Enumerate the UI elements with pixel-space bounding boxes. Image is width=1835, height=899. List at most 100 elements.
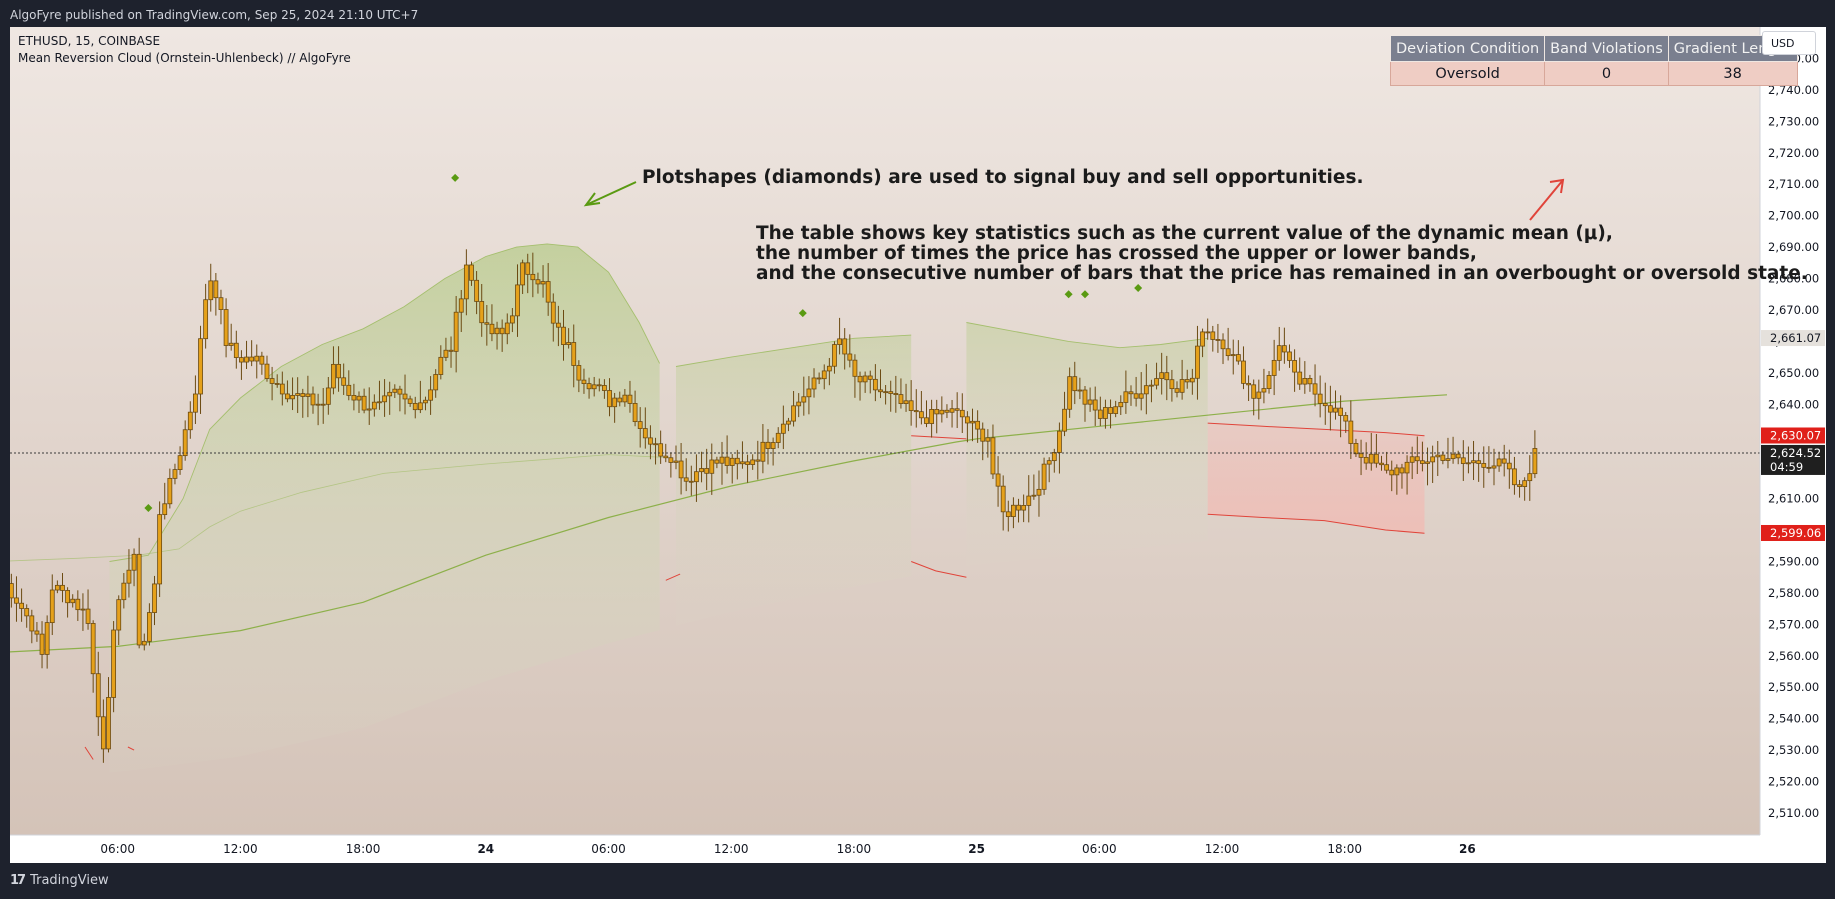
candle-body — [106, 697, 111, 750]
candle-body — [1271, 359, 1277, 376]
candle-body — [637, 421, 643, 429]
candle-body — [361, 395, 367, 411]
header-deviation-condition: Deviation Condition — [1389, 35, 1546, 62]
time-axis[interactable]: 06:00 12:00 18:00 24 06:00 12:00 18:00 25 06:00 1… — [10, 834, 1826, 863]
time-tick-label: 25 — [968, 842, 985, 856]
candle-body — [1149, 384, 1154, 387]
candle-body — [24, 608, 30, 617]
price-chart[interactable]: 2,510.00 2,520.00 2,530.00 2,540.00 2,550.00… — [10, 27, 1826, 863]
symbol-title[interactable]: ETHUSD, 15, COINBASE — [18, 34, 161, 48]
candle-body — [985, 437, 991, 442]
candle-body — [627, 394, 633, 404]
candle-body — [279, 383, 285, 395]
red_lower-line — [1207, 513, 1425, 534]
candle-body — [1348, 420, 1354, 444]
candle-body — [1435, 454, 1441, 458]
time-tick-label: 26 — [1459, 842, 1476, 856]
candle-body — [1087, 399, 1093, 405]
candle-body — [1466, 462, 1471, 465]
candle-body — [990, 437, 996, 475]
candle-body — [770, 442, 776, 449]
candle-body — [336, 363, 341, 379]
band-lines — [10, 243, 1448, 760]
candle-body — [1338, 407, 1344, 416]
candle-body — [1021, 505, 1027, 511]
candle-body — [694, 471, 699, 483]
candle-body — [269, 378, 275, 384]
candle-body — [970, 420, 975, 424]
candle-body — [90, 623, 96, 675]
candle-body — [1241, 360, 1246, 384]
candle-body — [734, 457, 740, 465]
candle-body — [1195, 345, 1200, 379]
price-tick-label: 2,610.00 — [1768, 492, 1819, 506]
candle-body — [377, 401, 382, 404]
candle-body — [1292, 360, 1297, 373]
candle-body — [131, 553, 137, 571]
price-tick-label: 2,720.00 — [1768, 146, 1819, 160]
candle-body — [617, 397, 623, 403]
upper-line — [966, 322, 1208, 349]
candle-body — [1005, 511, 1011, 518]
candle-body — [1062, 408, 1067, 432]
candle-body — [1041, 463, 1047, 490]
candle-body — [111, 629, 117, 698]
candle-body — [136, 553, 142, 646]
candle-body — [1179, 379, 1185, 393]
candle-body — [796, 401, 802, 407]
upper-band-label: 2,661.07 — [1770, 331, 1821, 345]
tradingview-logo-icon[interactable]: 17 — [10, 873, 26, 888]
upper-line — [675, 334, 912, 367]
brand-name[interactable]: TradingView — [30, 873, 109, 888]
value-gradient-length: 38 — [1667, 61, 1798, 86]
candle-body — [724, 456, 730, 466]
candle-body — [264, 363, 270, 379]
candle-body — [1092, 399, 1098, 411]
candle-body — [423, 399, 428, 404]
candle-body — [964, 416, 970, 424]
upper-band-label-box — [1761, 330, 1825, 347]
signal-diamond-icon — [798, 309, 807, 318]
candle-body — [801, 396, 807, 403]
price-tick-label: 2,730.00 — [1768, 114, 1819, 128]
candle-body — [602, 385, 607, 391]
candle-body — [484, 322, 490, 325]
candle-body — [371, 401, 377, 410]
candle-body — [1266, 375, 1272, 389]
candle-body — [837, 338, 842, 345]
price-tick-label: 2,650.00 — [1768, 366, 1819, 380]
chart-frame[interactable]: 2,510.00 2,520.00 2,530.00 2,540.00 2,550.00… — [10, 27, 1826, 863]
candle-body — [821, 370, 827, 380]
candle-body — [980, 428, 986, 442]
candle-body — [1225, 348, 1231, 357]
candle-body — [504, 322, 510, 335]
candle-body — [1460, 457, 1466, 464]
candle-body — [233, 342, 239, 358]
candle-body — [811, 377, 817, 390]
candle-body — [295, 393, 301, 396]
currency-button[interactable]: USD — [1762, 31, 1816, 55]
candle-body — [397, 388, 403, 395]
candle-body — [1302, 378, 1308, 385]
candle-body — [586, 383, 592, 390]
candle-body — [1230, 354, 1236, 357]
time-tick-label: 18:00 — [346, 842, 381, 856]
candle-body — [208, 280, 214, 301]
candle-body — [903, 400, 909, 404]
candle-body — [1384, 464, 1390, 471]
candle-body — [1154, 378, 1159, 386]
candle-body — [157, 514, 163, 585]
candle-body — [407, 398, 413, 404]
price-tick-label: 2,580.00 — [1768, 586, 1819, 600]
price-tick-label: 2,710.00 — [1768, 177, 1819, 191]
annotation-arrow-green — [585, 181, 637, 206]
candle-body — [228, 342, 234, 346]
indicator-title[interactable]: Mean Reversion Cloud (Ornstein-Uhlenbeck… — [18, 51, 351, 65]
price-tick-label: 2,550.00 — [1768, 680, 1819, 694]
last-price-label-box — [1761, 444, 1825, 475]
candle-body — [152, 583, 157, 613]
candle-body — [1205, 331, 1211, 334]
price-tick-label: 2,520.00 — [1768, 775, 1819, 789]
candle-body — [1082, 389, 1088, 405]
